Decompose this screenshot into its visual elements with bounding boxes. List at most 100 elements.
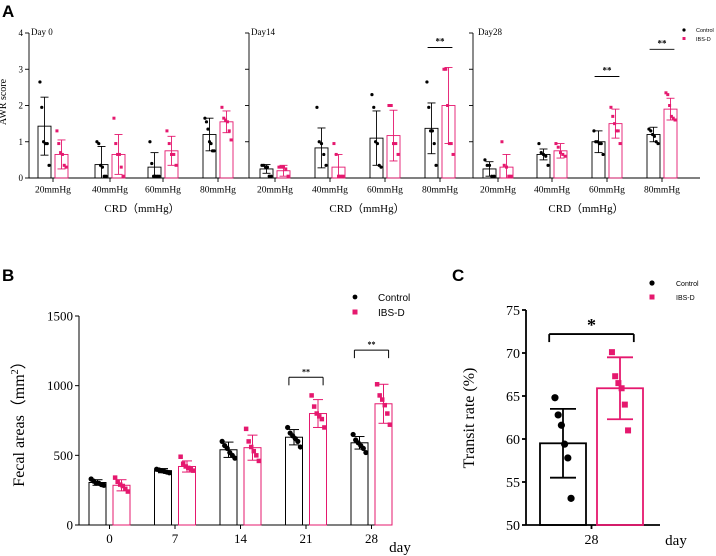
panel-b-significance-label: ** — [368, 340, 376, 349]
panel-a-day0-point-ibs-d — [116, 152, 120, 156]
panel-a-day28-point-ibs-d — [664, 91, 668, 95]
panel-a-day0-point-ibs-d — [224, 118, 228, 122]
panel-b-x-tick-label: 28 — [365, 531, 378, 546]
panel-b-y-tick-label: 0 — [67, 518, 74, 533]
panel-a-day14-x-tick-label: 20mmHg — [257, 186, 293, 196]
panel-a-day28-point-ibs-d — [671, 116, 675, 120]
panel-a-day0-point-ibs-d — [114, 142, 118, 146]
panel-a-day14-point-control — [434, 163, 438, 167]
panel-b-point-ibs-d — [178, 454, 183, 459]
panel-a-letter: A — [2, 2, 14, 21]
panel-a-day14-point-ibs-d — [337, 174, 340, 178]
panel-c-point-control — [561, 440, 569, 448]
panel-c-legend-ibs-marker — [649, 294, 655, 300]
panel-a-day14-point-ibs-d — [286, 174, 290, 178]
panel-a-day0-point-ibs-d — [117, 152, 121, 156]
panel-c-point-control — [554, 411, 562, 419]
panel-a-day14-point-control — [430, 129, 435, 133]
panel-b-point-ibs-d — [311, 404, 317, 409]
panel-b-bar-ibs-d — [309, 413, 327, 526]
panel-a-legend-control: Control — [696, 28, 714, 34]
panel-a-day28-point-ibs-d — [561, 152, 565, 156]
panel-b-point-ibs-d — [377, 393, 382, 398]
panel-a-day0-point-control — [38, 80, 42, 84]
panel-a-day28-point-ibs-d — [502, 163, 506, 167]
panel-b-legend-ibs: IBS-D — [378, 308, 405, 319]
panel-a-xlabel-day0: CRD（mmHg） — [104, 202, 179, 215]
panel-a-day28-point-control — [483, 158, 487, 162]
panel-b-point-ibs-d — [125, 489, 131, 494]
panel-b-bar-control — [350, 442, 369, 526]
panel-a-day28-point-ibs-d — [673, 118, 677, 122]
panel-b-bar-control — [285, 436, 303, 526]
panel-a-day14-point-control — [372, 105, 376, 109]
panel-a-day0-point-control — [148, 140, 152, 144]
panel-b-point-ibs-d — [379, 397, 385, 402]
panel-b-x-tick-label: 21 — [300, 531, 313, 546]
panel-a-day28-point-ibs-d — [556, 145, 560, 149]
panel-a-day0-point-ibs-d — [174, 163, 178, 167]
panel-b-legend-ibs-marker — [352, 309, 358, 315]
panel-c-legend-control: Control — [676, 281, 699, 288]
panel-b-point-ibs-d — [115, 479, 120, 485]
panel-a-day0-y-tick-label: 4 — [19, 28, 24, 38]
panel-a-day28-point-ibs-d — [614, 129, 618, 133]
panel-c-y-tick-label: 50 — [506, 519, 520, 534]
plot-area: 0 1 2 3 4 20mmHg 40mmHg 60mmHg 80mmHg 20mmHg 40mmH… — [19, 28, 700, 548]
panel-b-point-ibs-d — [319, 416, 325, 422]
panel-a-day14-point-control — [375, 141, 380, 146]
panel-a-day28-point-ibs-d — [616, 129, 620, 133]
panel-b-bar-ibs-d — [178, 465, 196, 526]
panel-b-point-ibs-d — [186, 465, 191, 471]
panel-b-point-ibs-d — [309, 393, 314, 398]
panel-a-day28-point-control — [652, 134, 657, 138]
panel-a-day0-point-control — [204, 120, 209, 124]
panel-b-point-ibs-d — [183, 464, 188, 469]
panel-a-day0-point-ibs-d — [170, 152, 173, 156]
panel-b-bar-control — [154, 470, 172, 526]
panel-b-point-ibs-d — [246, 439, 251, 444]
panel-a-day14-point-ibs-d — [396, 152, 400, 156]
panel-b-x-tick-label: 0 — [106, 531, 113, 546]
panel-b-significance-label: ** — [302, 367, 310, 376]
panel-a-day28-point-ibs-d — [505, 165, 508, 169]
panel-a-day14-point-ibs-d — [387, 104, 391, 107]
panel-a-day0-y-tick-label: 3 — [19, 64, 24, 74]
panel-b-point-control — [285, 424, 291, 431]
panel-a-ylabel: AWR score — [0, 78, 9, 125]
panel-a-day0-x-tick-label: 20mmHg — [35, 186, 71, 196]
panel-a-day14-point-control — [432, 141, 436, 146]
panel-a-day28-point-control — [546, 163, 550, 167]
panel-a-day14-point-control — [315, 105, 319, 109]
panel-c-point-control — [567, 494, 575, 502]
panel-b-point-ibs-d — [256, 458, 262, 464]
panel-b-letter: B — [2, 266, 14, 285]
panel-a-day28-point-ibs-d — [563, 154, 567, 158]
panel-c-point-ibs-d — [612, 373, 619, 380]
panel-a-day14-x-tick-label: 60mmHg — [367, 186, 403, 196]
panel-b-point-control — [297, 444, 303, 450]
panel-a-day0-point-control — [47, 163, 51, 167]
panel-a-day0-point-ibs-d — [57, 142, 61, 146]
panel-a-day0-point-ibs-d — [227, 129, 231, 133]
panel-a-day28-point-ibs-d — [618, 142, 622, 146]
panel-b-point-control — [295, 438, 301, 444]
panel-a-day28-point-ibs-d — [559, 151, 562, 155]
panel-c-ylabel: Transit rate (%) — [461, 368, 478, 469]
panel-c-y-tick-label: 60 — [506, 433, 520, 448]
panel-a-day14-point-control — [324, 163, 328, 167]
panel-a-day14-point-ibs-d — [282, 165, 285, 169]
panel-a-day0-y-tick-label: 0 — [19, 173, 24, 183]
panel-a-day28-point-ibs-d — [509, 174, 513, 178]
panel-a-day28-point-control — [490, 174, 494, 178]
panel-c-point-ibs-d — [615, 380, 622, 387]
panel-c-y-tick-label: 55 — [506, 476, 520, 491]
panel-a-day0-point-ibs-d — [55, 129, 59, 133]
panel-b-ylabel-main: Fecal areas（mm — [10, 374, 28, 487]
panel-c-xunit: day — [665, 533, 687, 549]
panel-b-point-ibs-d — [123, 486, 128, 492]
panel-a-day14-point-control — [370, 93, 374, 97]
panel-a-day14-x-tick-label: 80mmHg — [422, 186, 458, 196]
panel-c-point-ibs-d — [621, 401, 628, 408]
panel-a-day0-point-ibs-d — [225, 120, 229, 124]
